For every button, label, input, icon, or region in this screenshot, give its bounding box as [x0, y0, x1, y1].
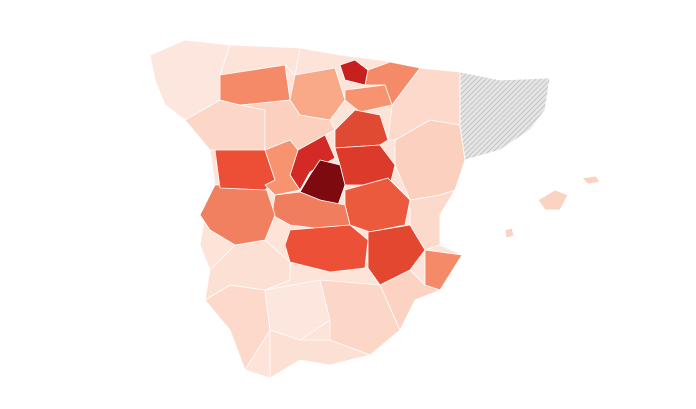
- region: [199, 184, 276, 246]
- region: [387, 67, 461, 141]
- region: [367, 224, 426, 286]
- region: [289, 67, 346, 121]
- region: [219, 64, 291, 106]
- region: [344, 84, 393, 113]
- region: [264, 279, 331, 341]
- region: [424, 249, 463, 291]
- region: [269, 329, 371, 379]
- no-data-region: [459, 71, 551, 161]
- island: [537, 189, 569, 211]
- region: [219, 44, 301, 76]
- region: [214, 149, 276, 191]
- region: [264, 139, 301, 196]
- region: [339, 59, 369, 86]
- region: [284, 224, 369, 273]
- island: [581, 175, 601, 185]
- island: [504, 227, 515, 239]
